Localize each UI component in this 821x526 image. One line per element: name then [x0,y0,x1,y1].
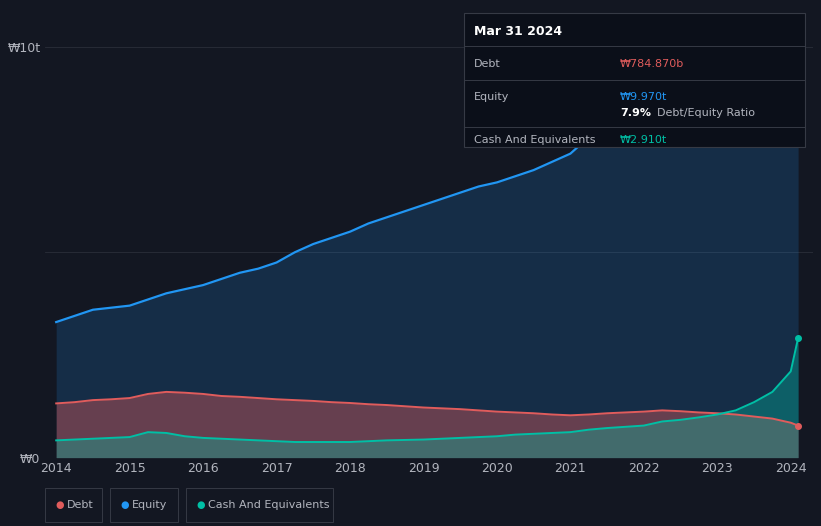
Text: Debt: Debt [67,500,94,510]
Text: ₩784.870b: ₩784.870b [620,59,684,69]
Text: Debt/Equity Ratio: Debt/Equity Ratio [657,108,754,118]
Text: ●: ● [55,500,63,510]
Text: Cash And Equivalents: Cash And Equivalents [474,135,595,145]
Text: Equity: Equity [131,500,167,510]
Text: Debt: Debt [474,59,501,69]
Text: ●: ● [196,500,204,510]
Text: ₩9.970t: ₩9.970t [620,92,667,102]
Text: 7.9%: 7.9% [620,108,651,118]
Text: ●: ● [120,500,129,510]
Text: Mar 31 2024: Mar 31 2024 [474,25,562,38]
Text: Cash And Equivalents: Cash And Equivalents [208,500,329,510]
Text: ₩2.910t: ₩2.910t [620,135,667,145]
Text: Equity: Equity [474,92,509,102]
